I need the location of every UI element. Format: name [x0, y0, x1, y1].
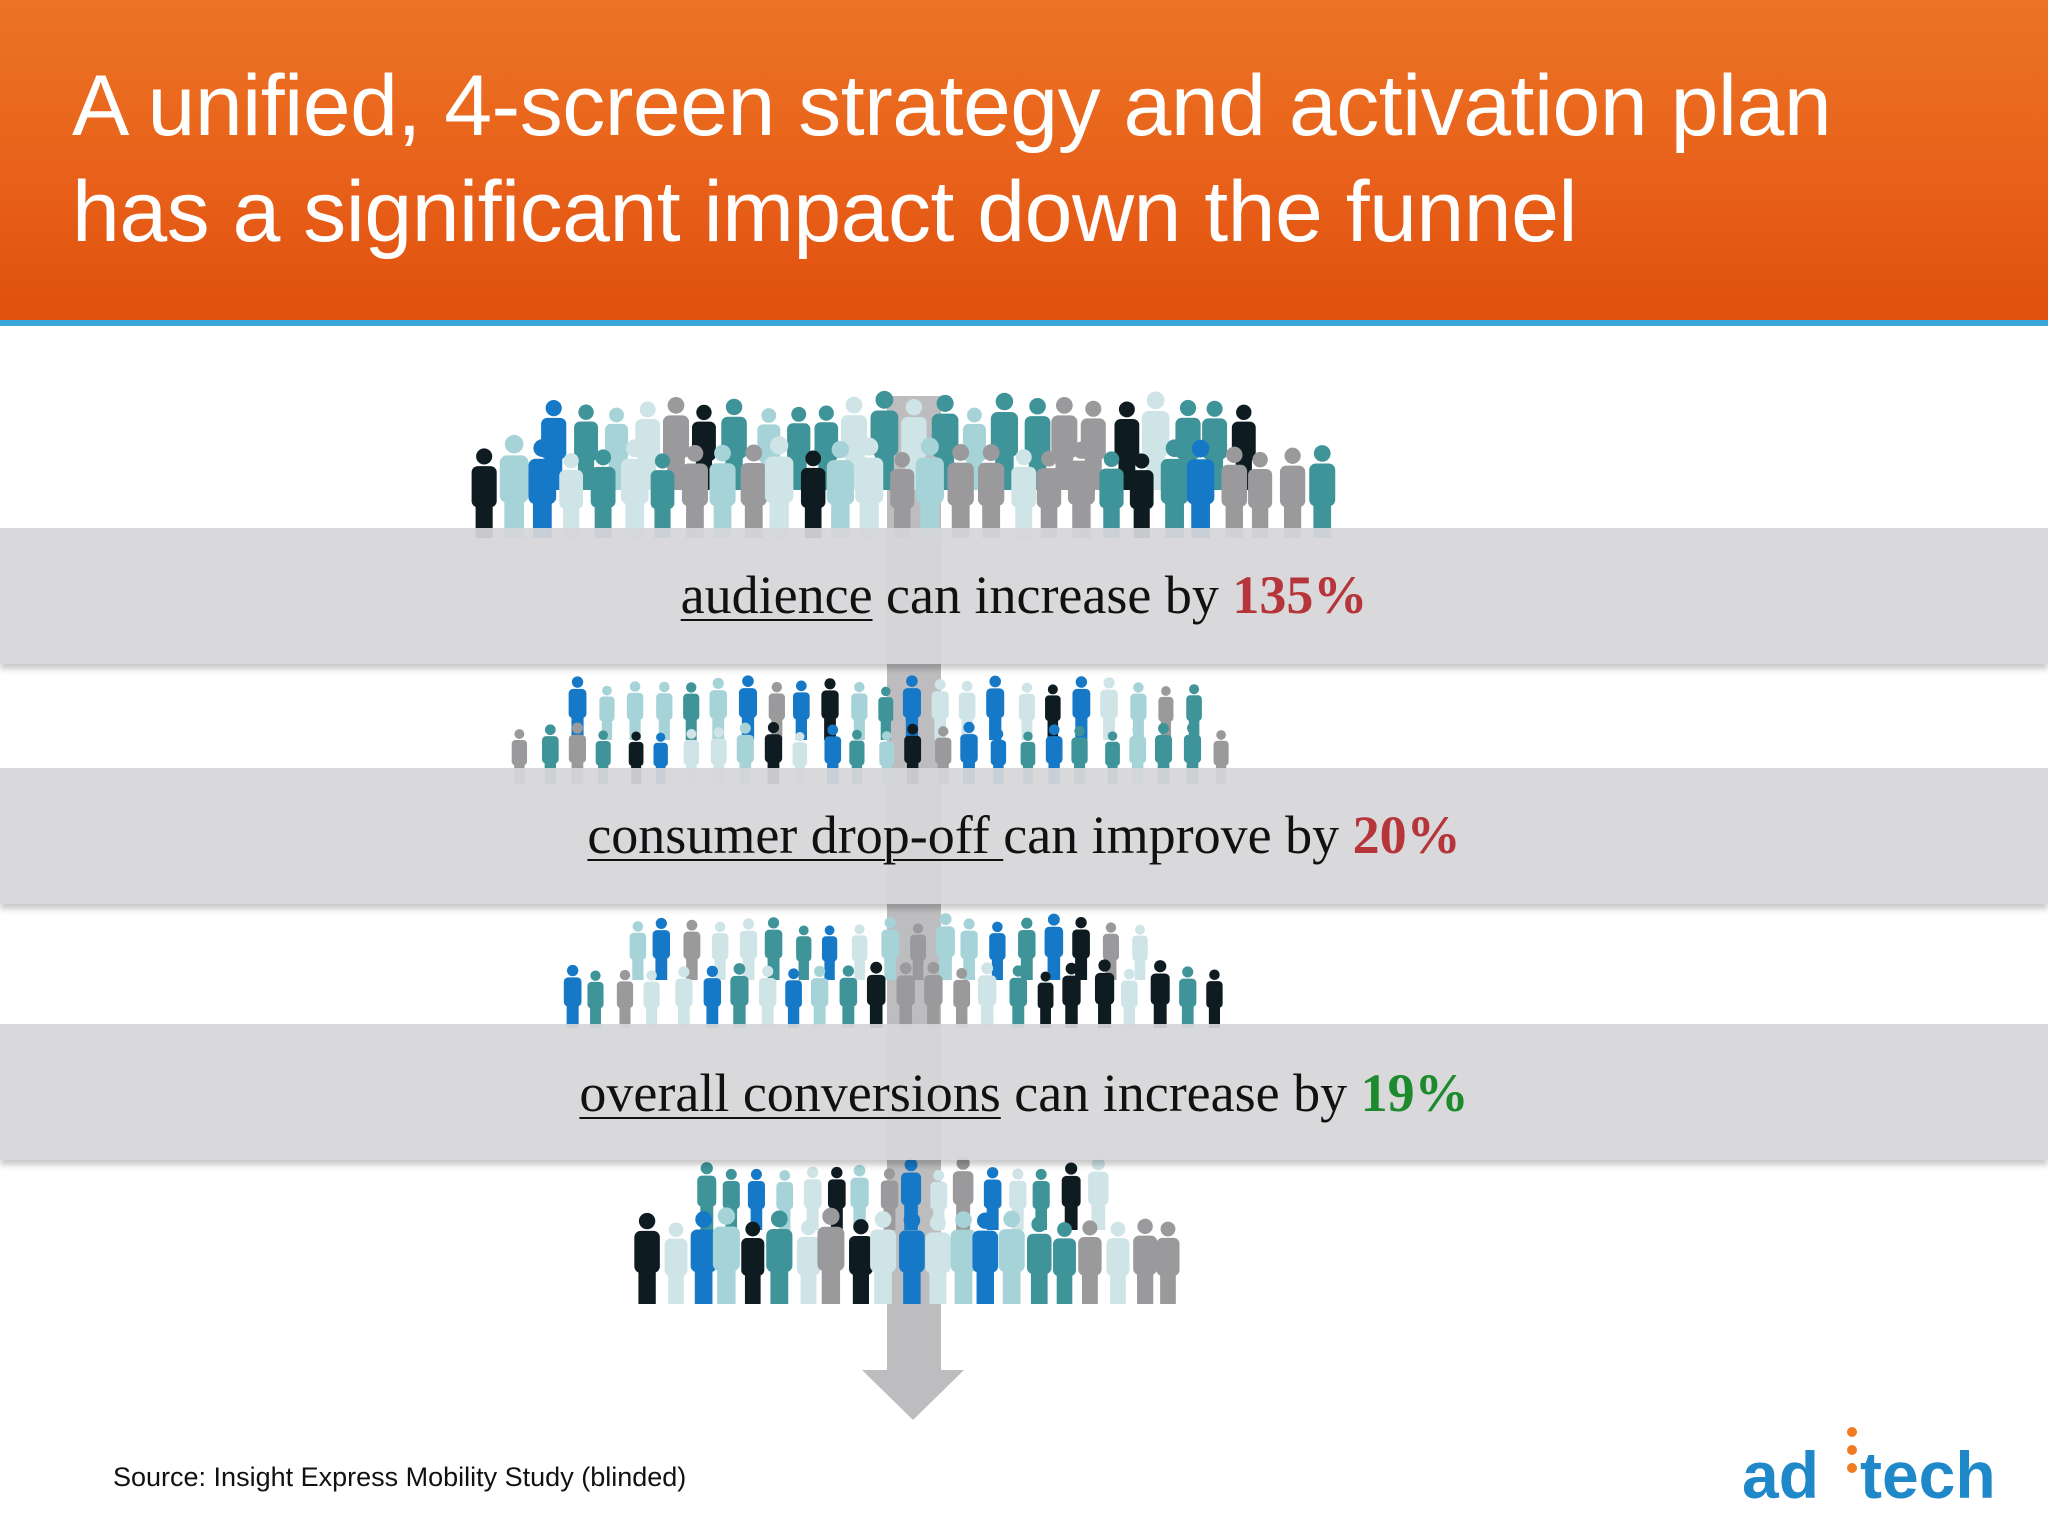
slide-title-line-1: A unified, 4-screen strategy and activat…: [72, 58, 1832, 154]
metric-label: audience: [680, 565, 873, 625]
metric-band-audience: audience can increase by 135%: [0, 528, 2048, 664]
title-banner: A unified, 4-screen strategy and activat…: [0, 0, 2048, 320]
metric-phrase: can improve by: [1003, 805, 1353, 865]
logo-part-ad: ad: [1742, 1438, 1819, 1510]
metric-value: 20%: [1352, 805, 1461, 865]
metric-text: consumer drop-off can improve by 20%: [0, 804, 2048, 866]
metric-value: 19%: [1360, 1063, 1469, 1123]
metric-label: overall conversions: [579, 1063, 1001, 1123]
metric-band-conversions: overall conversions can increase by 19%: [0, 1024, 2048, 1160]
metric-value: 135%: [1232, 565, 1368, 625]
people-crowd-icon: [634, 1156, 1180, 1304]
people-crowd-icon: [563, 913, 1223, 1028]
source-note: Source: Insight Express Mobility Study (…: [113, 1462, 687, 1492]
logo-part-tech: tech: [1860, 1438, 1996, 1510]
metric-phrase: can increase by: [872, 565, 1233, 625]
adtech-logo: ad tech: [1742, 1427, 1996, 1510]
slide-title-line-2: has a significant impact down the funnel: [72, 164, 1578, 260]
metric-text: audience can increase by 135%: [0, 564, 2048, 626]
metric-text: overall conversions can increase by 19%: [0, 1062, 2048, 1124]
metric-phrase: can increase by: [1000, 1063, 1361, 1123]
metric-band-drop-off: consumer drop-off can improve by 20%: [0, 768, 2048, 904]
metric-label: consumer drop-off: [587, 805, 1004, 865]
header-divider: [0, 320, 2048, 326]
